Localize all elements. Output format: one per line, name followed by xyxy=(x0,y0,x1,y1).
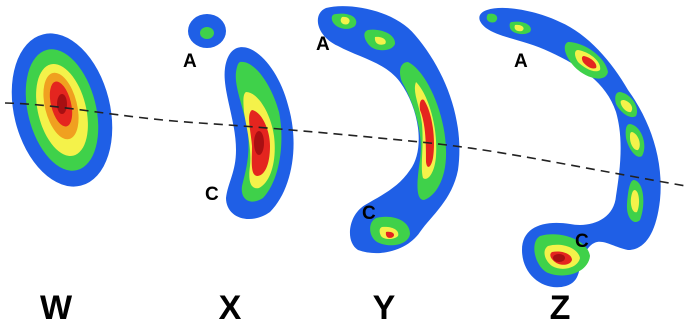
blob-x-core xyxy=(254,131,264,155)
marker-c-y: C xyxy=(362,203,376,224)
blob-x-top-green xyxy=(200,27,214,39)
marker-c-x: C xyxy=(205,184,219,205)
marker-a-y: A xyxy=(316,34,330,55)
blob-y xyxy=(317,6,460,254)
blob-z-blue xyxy=(479,7,661,288)
panel-label-x: X xyxy=(218,289,242,327)
blob-y-green xyxy=(331,13,447,246)
blob-z xyxy=(479,7,661,288)
marker-c-z: C xyxy=(575,231,589,252)
marker-a-x: A xyxy=(183,51,197,72)
dashed-reference-line xyxy=(4,102,686,187)
panel-label-z: Z xyxy=(549,289,571,327)
blob-y-red xyxy=(385,99,434,238)
panel-label-y: Y xyxy=(372,289,396,327)
blob-x xyxy=(188,14,294,220)
blob-z-core xyxy=(553,254,565,262)
marker-a-z: A xyxy=(514,51,528,72)
blob-w xyxy=(11,33,113,187)
panel-label-w: W xyxy=(39,289,73,327)
blob-w-core xyxy=(57,94,67,114)
